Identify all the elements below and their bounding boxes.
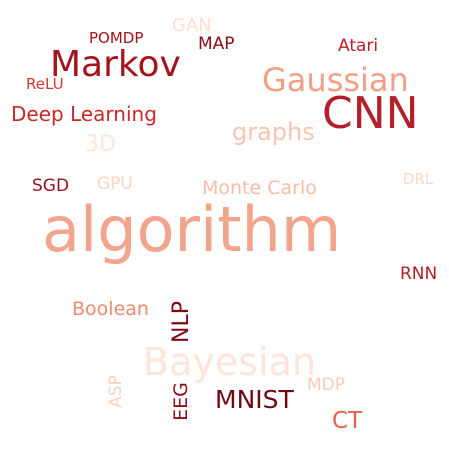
word-3d: 3D bbox=[85, 132, 116, 157]
word-markov: Markov bbox=[50, 44, 181, 85]
word-deep-learning: Deep Learning bbox=[11, 102, 157, 126]
word-map: MAP bbox=[198, 34, 235, 54]
word-eeg: EEG bbox=[169, 382, 192, 421]
word-drl: DRL bbox=[403, 170, 434, 188]
word-gaussian: Gaussian bbox=[262, 61, 409, 99]
word-relu: ReLU bbox=[26, 75, 64, 93]
word-algorithm: algorithm bbox=[42, 193, 342, 266]
word-asp: ASP bbox=[105, 375, 126, 408]
word-cnn: CNN bbox=[322, 88, 419, 139]
word-gan: GAN bbox=[172, 15, 212, 36]
word-sgd: SGD bbox=[32, 176, 70, 196]
word-bayesian: Bayesian bbox=[143, 340, 316, 384]
word-mdp: MDP bbox=[307, 375, 346, 395]
word-mnist: MNIST bbox=[215, 385, 294, 414]
word-boolean: Boolean bbox=[72, 298, 149, 320]
word-pomdp: POMDP bbox=[89, 29, 144, 47]
word-gpu: GPU bbox=[97, 174, 133, 194]
word-nlp: NLP bbox=[168, 301, 194, 343]
word-ct: CT bbox=[332, 408, 363, 434]
word-atari: Atari bbox=[338, 36, 379, 56]
word-monte-carlo: Monte Carlo bbox=[202, 177, 317, 199]
word-rnn: RNN bbox=[400, 264, 438, 284]
word-graphs: graphs bbox=[232, 118, 315, 146]
